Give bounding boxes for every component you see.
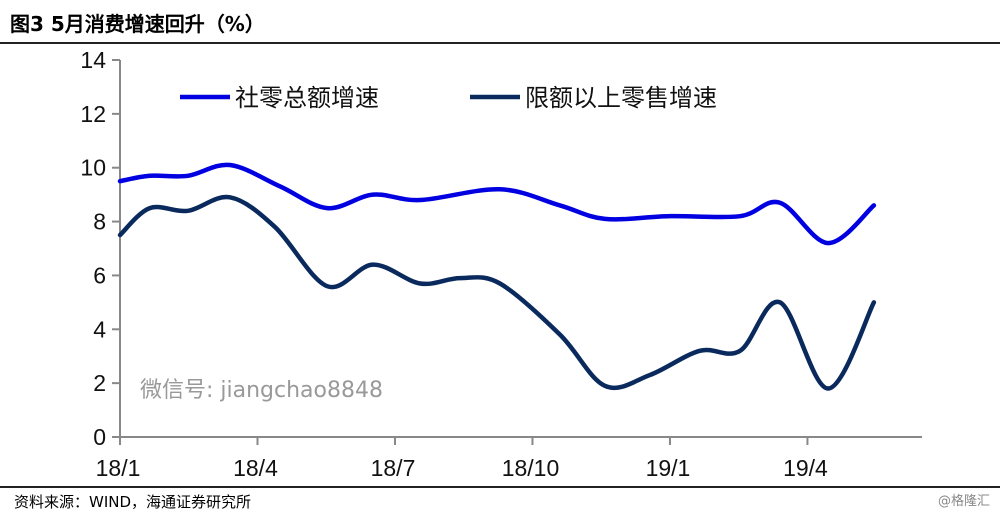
y-tick-label: 12 — [80, 101, 106, 127]
series-line-2 — [117, 194, 877, 391]
y-tick-label: 14 — [80, 47, 106, 73]
y-tick-label: 10 — [80, 155, 106, 181]
brand-watermark: @格隆汇 — [937, 494, 990, 509]
x-tick-label: 18/10 — [502, 455, 560, 481]
x-tick-label: 18/7 — [371, 455, 416, 481]
y-tick-label: 4 — [93, 316, 106, 342]
figure-title: 图3 5月消费增速回升（%） — [10, 12, 265, 36]
top-rule — [0, 42, 1000, 44]
bottom-rule — [0, 486, 1000, 488]
x-tick-label: 19/4 — [783, 455, 828, 481]
wechat-watermark: 微信号: jiangchao8848 — [140, 378, 383, 403]
y-tick-label: 2 — [93, 370, 106, 396]
legend-label: 社零总额增速 — [235, 85, 379, 112]
x-tick-label: 18/4 — [233, 455, 278, 481]
series-line-1 — [117, 162, 877, 246]
x-tick-label: 18/1 — [96, 455, 141, 481]
y-tick-label: 0 — [93, 424, 106, 450]
y-tick-label: 8 — [93, 209, 106, 235]
x-tick-label: 19/1 — [646, 455, 691, 481]
y-tick-label: 6 — [93, 262, 106, 288]
legend-label: 限额以上零售增速 — [525, 85, 717, 112]
source-note: 资料来源：WIND，海通证券研究所 — [14, 493, 252, 511]
